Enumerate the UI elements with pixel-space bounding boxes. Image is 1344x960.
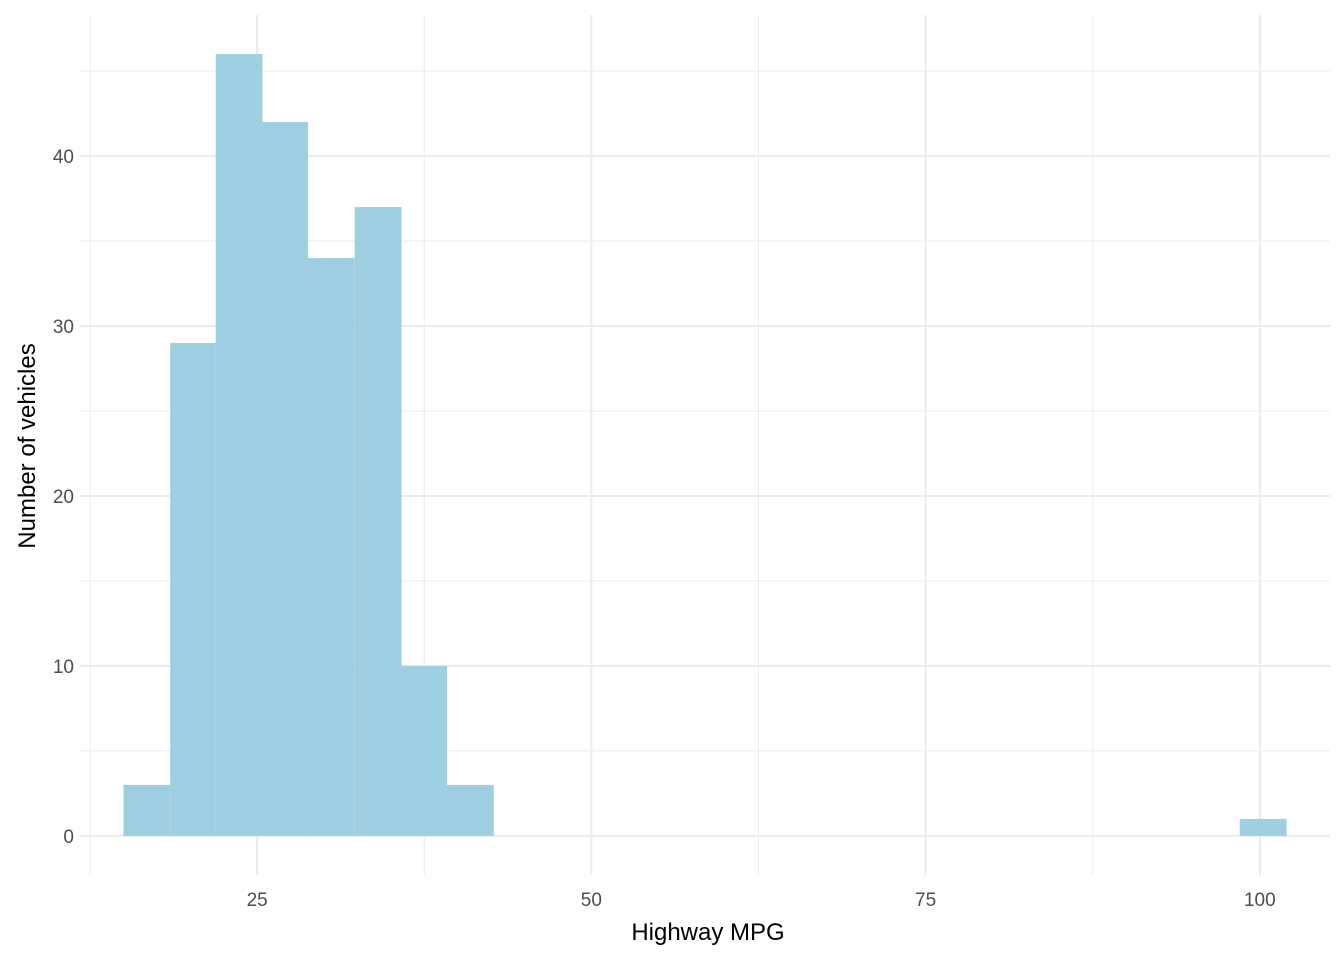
histogram-bar [262,122,308,836]
x-axis-ticks: 25 50 75 100 [247,890,1276,911]
histogram-bar [446,784,494,836]
x-tick-label: 50 [581,890,602,911]
y-tick-label: 40 [53,147,74,168]
x-tick-label: 25 [247,890,268,911]
y-tick-label: 30 [53,317,74,338]
y-tick-label: 0 [63,827,74,848]
histogram-bar [215,54,263,836]
histogram-bar [123,784,171,836]
y-axis-ticks: 0 10 20 30 40 [53,147,74,848]
histogram-bar [1239,818,1287,836]
bars [123,54,1287,836]
x-tick-label: 75 [915,890,936,911]
histogram-bar [170,343,216,836]
histogram-bar [401,665,447,836]
y-tick-label: 20 [53,487,74,508]
y-tick-label: 10 [53,657,74,678]
x-axis-title: Highway MPG [631,919,784,946]
histogram-bar [307,258,355,836]
y-axis-title: Number of vehicles [14,343,41,548]
histogram-bar [354,207,402,836]
x-tick-label: 100 [1244,890,1276,911]
